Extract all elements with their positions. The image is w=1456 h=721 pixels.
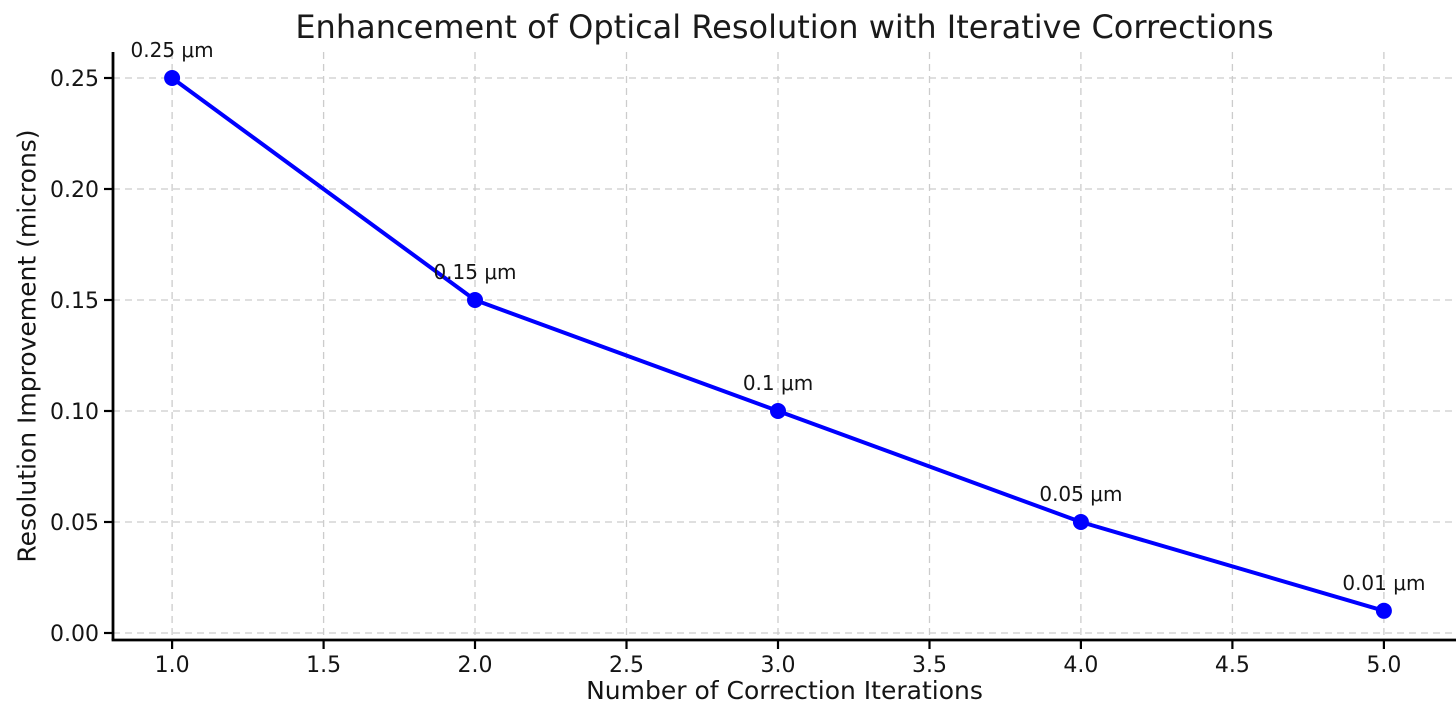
- point-label: 0.25 μm: [131, 38, 214, 62]
- y-tick-label: 0.10: [50, 400, 99, 425]
- x-tick-label: 3.0: [761, 653, 796, 678]
- x-tick-label: 2.0: [458, 653, 493, 678]
- point-label: 0.1 μm: [743, 371, 813, 395]
- chart-title: Enhancement of Optical Resolution with I…: [295, 8, 1274, 46]
- data-point: [1072, 514, 1089, 530]
- point-label: 0.05 μm: [1039, 482, 1122, 506]
- axes-spines: [111, 52, 1456, 642]
- y-tick-label: 0.00: [50, 622, 99, 647]
- data-point: [467, 292, 483, 308]
- x-tick-label: 5.0: [1366, 653, 1401, 678]
- y-tick-label: 0.15: [50, 289, 99, 314]
- gridlines: [113, 52, 1456, 640]
- x-tick-label: 1.5: [306, 653, 341, 678]
- data-point: [164, 70, 181, 86]
- data-point: [770, 403, 786, 419]
- x-tick-label: 4.0: [1063, 653, 1098, 678]
- x-axis-ticks: 1.0 1.5 2.0 2.5 3.0 3.5 4.0 4.5 5.0: [155, 640, 1401, 678]
- point-label: 0.01 μm: [1342, 571, 1425, 595]
- data-point: [1375, 602, 1392, 619]
- y-axis-ticks: 0.00 0.05 0.10 0.15 0.20 0.25: [50, 67, 113, 647]
- y-tick-label: 0.05: [50, 511, 99, 536]
- x-tick-label: 4.5: [1215, 653, 1250, 678]
- x-tick-label: 3.5: [912, 653, 947, 678]
- x-tick-label: 2.5: [609, 653, 644, 678]
- y-tick-label: 0.25: [50, 67, 99, 92]
- x-axis-label: Number of Correction Iterations: [586, 676, 983, 705]
- x-tick-label: 1.0: [155, 653, 190, 678]
- y-tick-label: 0.20: [50, 178, 99, 203]
- point-label: 0.15 μm: [433, 260, 516, 284]
